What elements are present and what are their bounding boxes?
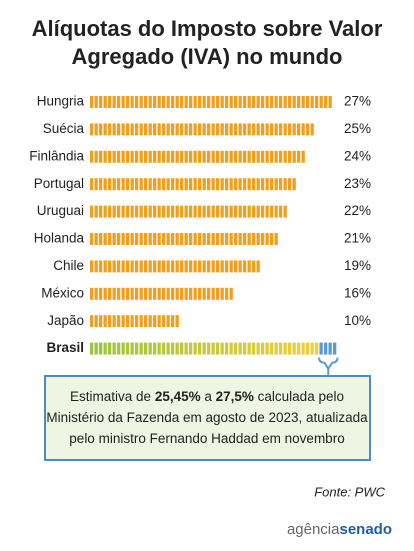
- annotation-text: 25,45%: [155, 389, 201, 404]
- bar: [90, 233, 279, 245]
- bar: [90, 178, 297, 191]
- value-label: 22%: [344, 203, 371, 218]
- annotation-text: pelo ministro Fernando Haddad em novembr…: [69, 431, 344, 446]
- y-tick-label: Chile: [53, 258, 84, 273]
- value-label: 24%: [344, 148, 371, 163]
- bar: [90, 315, 180, 328]
- value-label: 19%: [344, 258, 371, 273]
- y-tick-label: Hungria: [37, 94, 85, 109]
- y-tick-label: Portugal: [34, 176, 84, 191]
- annotation: Estimativa de 25,45% a 27,5% calculada p…: [46, 389, 368, 446]
- y-tick-label: Uruguai: [37, 203, 84, 218]
- annotation-text: a: [201, 389, 216, 404]
- y-tick-label: Japão: [47, 313, 84, 328]
- y-tick-label: Suécia: [43, 121, 85, 136]
- bar: [90, 123, 315, 136]
- value-label: 25%: [344, 121, 371, 136]
- chart-title: Agregado (IVA) no mundo: [72, 44, 343, 69]
- pointer: [318, 357, 339, 371]
- bar: [90, 205, 288, 218]
- logo-part: agência: [287, 521, 340, 538]
- annotation-box: [44, 375, 371, 461]
- logo: agênciasenado: [287, 521, 392, 538]
- y-tick-label: México: [41, 285, 84, 300]
- estimate-range: [319, 342, 338, 355]
- bar: [90, 342, 320, 355]
- value-label: 23%: [344, 176, 371, 191]
- annotation-text: Estimativa de: [70, 389, 155, 404]
- annotation-text: Ministério da Fazenda em agosto de 2023,…: [46, 410, 368, 425]
- annotation-text: calculada pelo: [254, 389, 344, 404]
- logo-part: senado: [339, 521, 392, 538]
- value-label: 16%: [344, 285, 371, 300]
- bar: [90, 150, 306, 163]
- y-tick-label: Holanda: [34, 231, 85, 246]
- bar: [90, 260, 261, 273]
- bar: [90, 96, 333, 108]
- value-label: 21%: [344, 231, 371, 246]
- value-label: 10%: [344, 313, 371, 328]
- y-tick-label: Brasil: [46, 340, 84, 355]
- value-label: 27%: [344, 94, 371, 109]
- bar: [90, 287, 234, 300]
- chart-title: Alíquotas do Imposto sobre Valor: [32, 16, 383, 41]
- y-tick-label: Finlândia: [29, 148, 84, 163]
- source: Fonte: PWC: [314, 484, 385, 499]
- annotation-text: 27,5%: [216, 389, 254, 404]
